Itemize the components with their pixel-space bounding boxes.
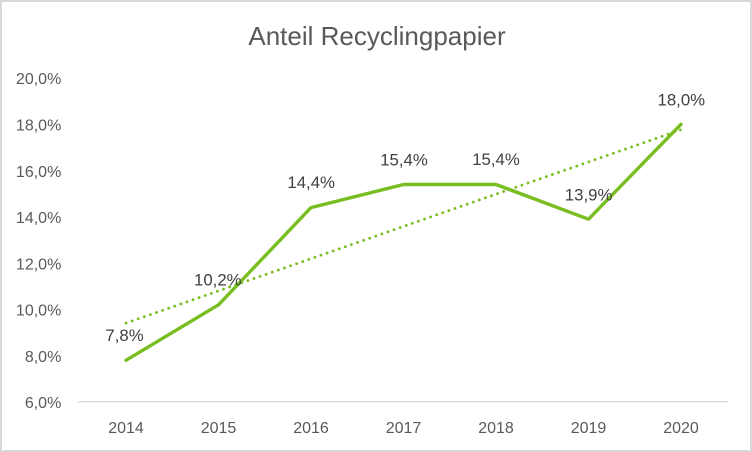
- svg-text:2020: 2020: [663, 420, 699, 437]
- svg-text:12,0%: 12,0%: [16, 256, 61, 273]
- svg-text:14,4%: 14,4%: [287, 173, 335, 192]
- svg-text:13,9%: 13,9%: [565, 186, 613, 205]
- svg-text:18,0%: 18,0%: [658, 90, 706, 109]
- svg-text:2017: 2017: [386, 420, 422, 437]
- svg-text:8,0%: 8,0%: [25, 349, 61, 366]
- svg-text:2018: 2018: [478, 420, 514, 437]
- svg-text:2015: 2015: [201, 420, 237, 437]
- svg-text:2019: 2019: [571, 420, 607, 437]
- svg-text:10,0%: 10,0%: [16, 303, 61, 320]
- svg-text:2014: 2014: [108, 420, 144, 437]
- svg-text:7,8%: 7,8%: [105, 326, 143, 345]
- svg-text:15,4%: 15,4%: [380, 151, 428, 170]
- svg-text:10,2%: 10,2%: [194, 270, 242, 289]
- svg-text:Anteil Recyclingpapier: Anteil Recyclingpapier: [248, 21, 506, 51]
- svg-text:6,0%: 6,0%: [25, 395, 61, 412]
- svg-text:14,0%: 14,0%: [16, 210, 61, 227]
- svg-text:18,0%: 18,0%: [16, 118, 61, 135]
- svg-text:20,0%: 20,0%: [16, 71, 61, 88]
- svg-text:15,4%: 15,4%: [472, 150, 520, 169]
- svg-text:2016: 2016: [293, 420, 329, 437]
- svg-text:16,0%: 16,0%: [16, 164, 61, 181]
